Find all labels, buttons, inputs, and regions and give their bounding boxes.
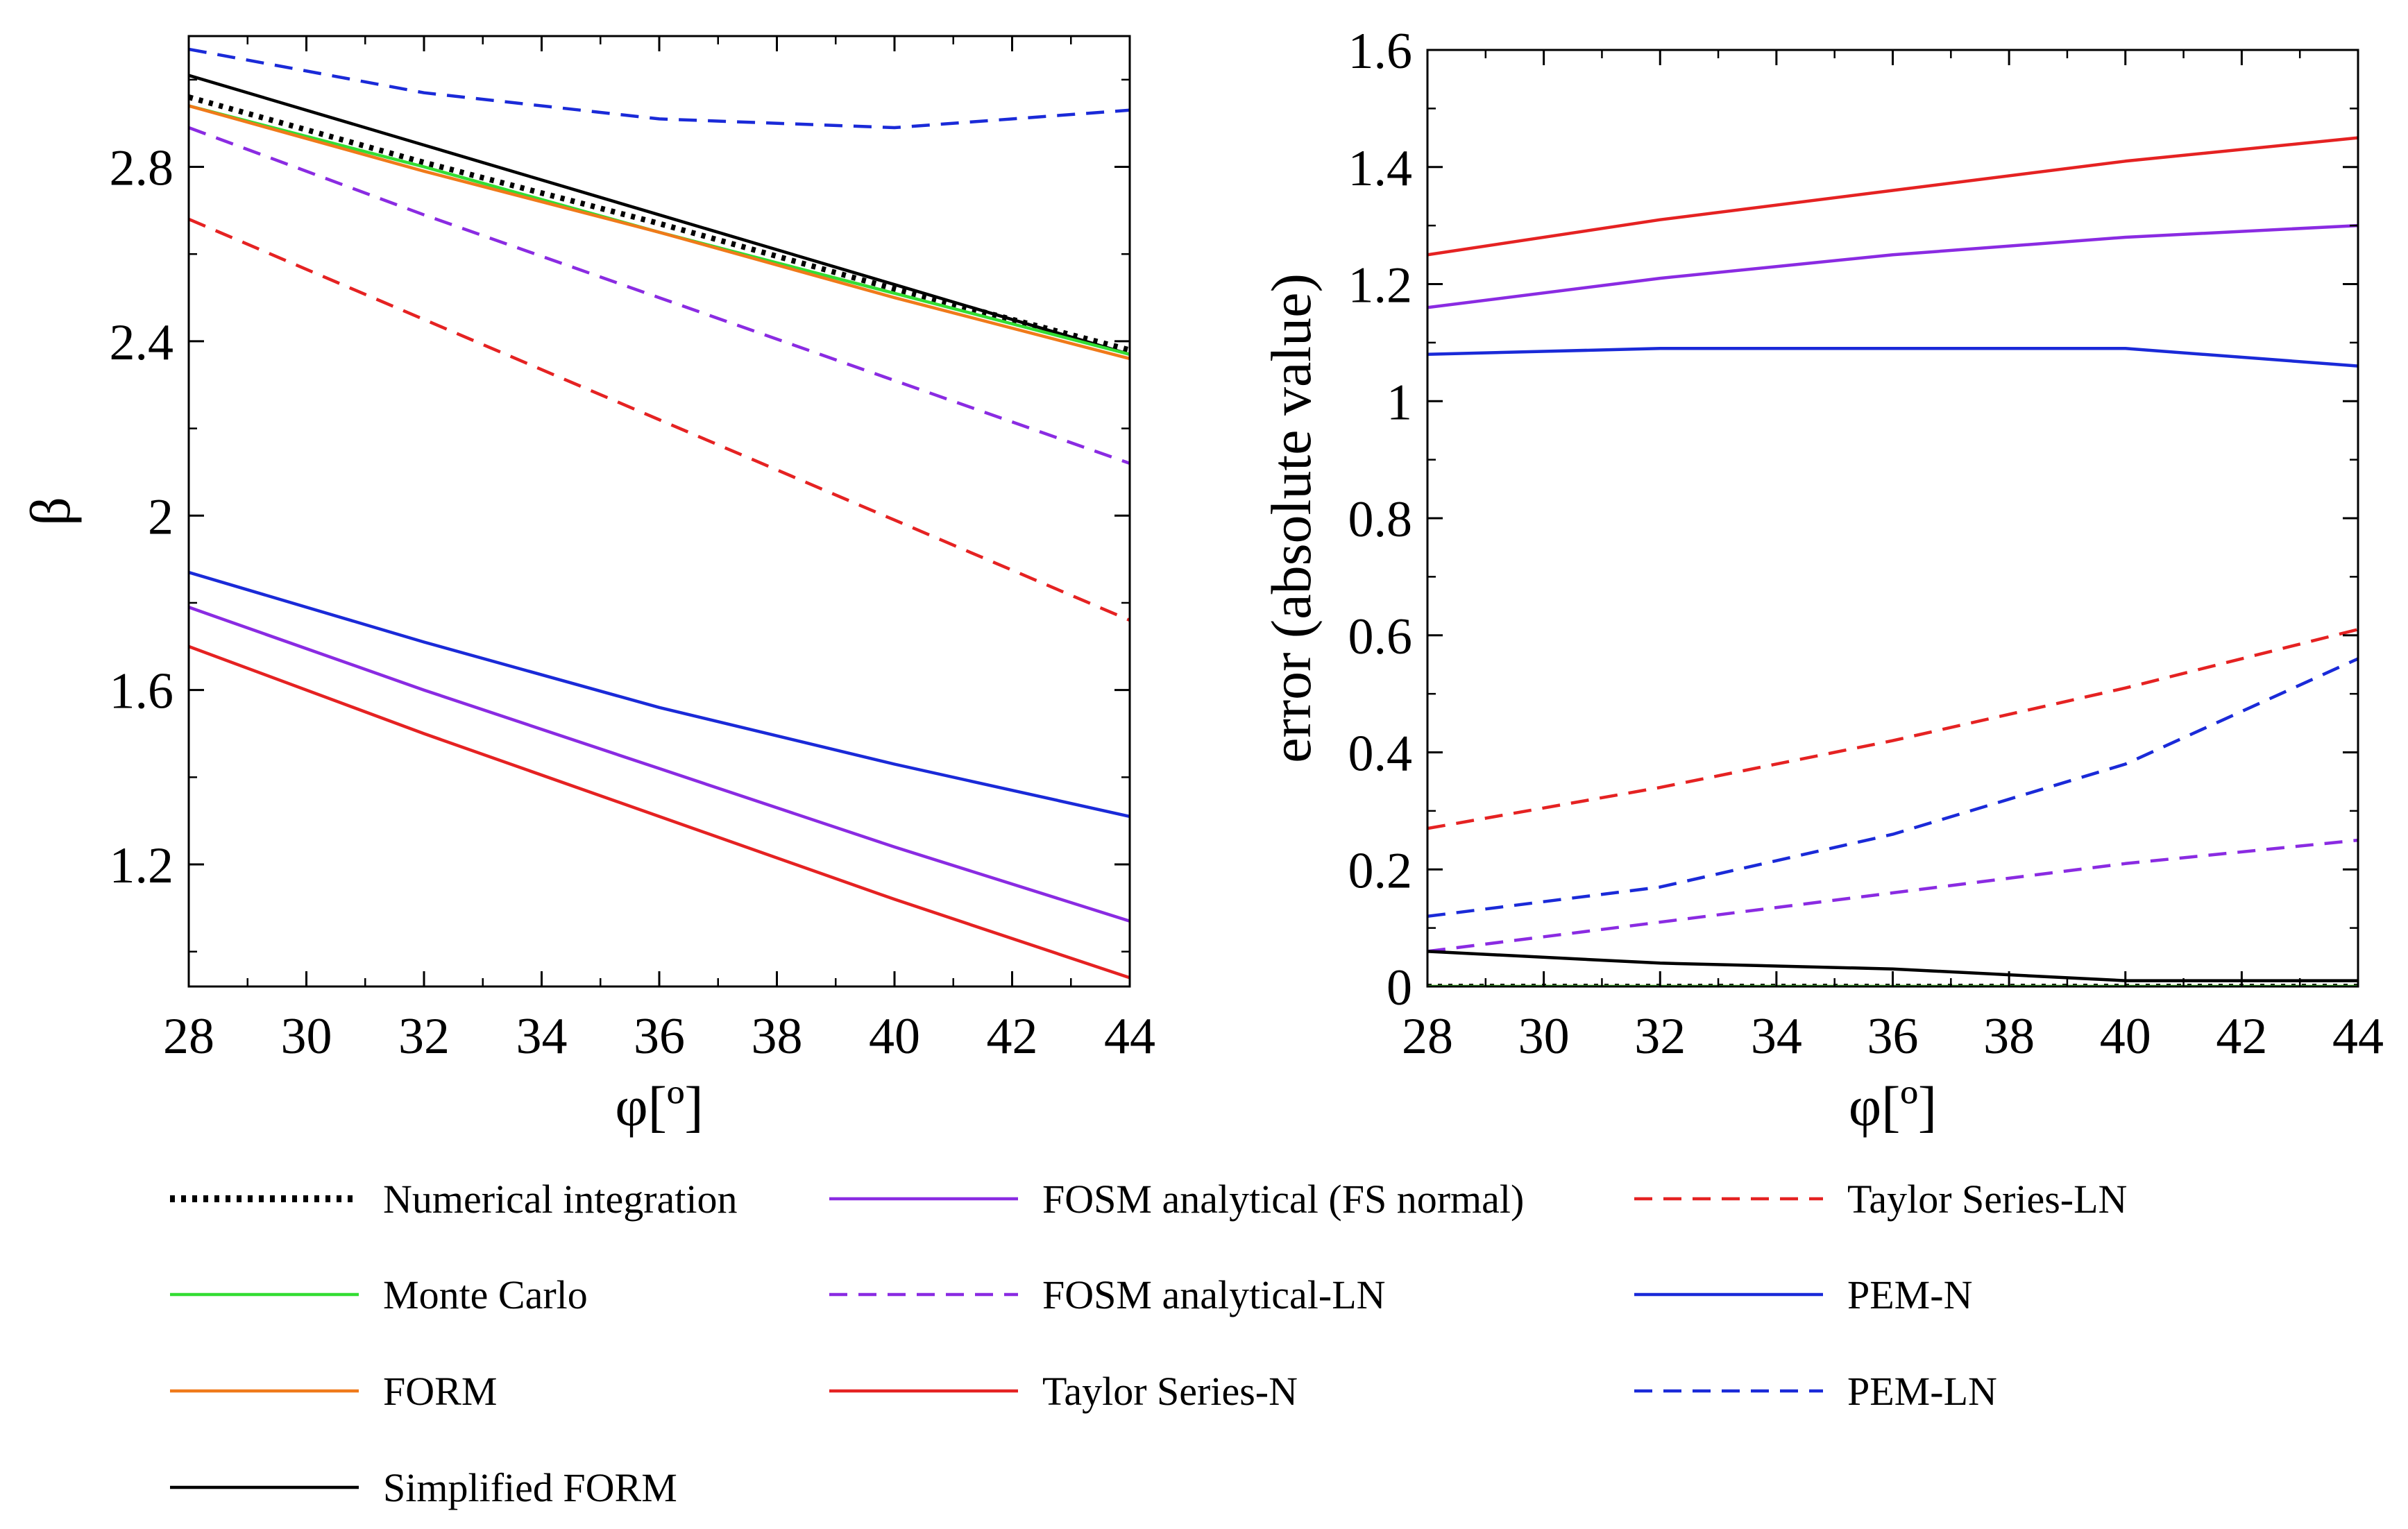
- left-x-axis-title: φ[º]: [615, 1075, 703, 1138]
- right-x-tick-label: 32: [1634, 1008, 1686, 1065]
- right-y-tick-label: 1.2: [1348, 257, 1413, 314]
- left-x-tick-label: 28: [163, 1008, 214, 1065]
- left-series-form: [189, 104, 1130, 361]
- left-y-tick-label: 1.2: [110, 837, 174, 894]
- left-x-tick-label: 44: [1104, 1008, 1155, 1065]
- left-y-tick-label: 2: [148, 488, 173, 545]
- left-series-taylor-ln: [189, 217, 1130, 622]
- left-x-tick-label: 42: [987, 1008, 1038, 1065]
- left-series-fosm-fs: [189, 606, 1130, 923]
- left-series-pem-n: [189, 570, 1130, 819]
- left-x-tick-label: 30: [281, 1008, 332, 1065]
- right-y-tick-label: 1.6: [1348, 23, 1413, 80]
- right-x-axis-title: φ[º]: [1849, 1075, 1937, 1138]
- right-series-taylor-n: [1427, 136, 2358, 257]
- right-y-tick-label: 1: [1387, 374, 1412, 431]
- right-x-tick-label: 34: [1751, 1008, 1802, 1065]
- left-x-tick-label: 36: [634, 1008, 685, 1065]
- right-y-tick-label: 0.4: [1348, 726, 1413, 783]
- right-x-tick-label: 44: [2332, 1008, 2384, 1065]
- right-y-tick-label: 0.6: [1348, 608, 1413, 665]
- left-x-tick-label: 32: [398, 1008, 450, 1065]
- left-series-taylor-n: [189, 644, 1130, 980]
- left-series-pem-ln: [189, 47, 1130, 130]
- right-series-pem-ln: [1427, 657, 2358, 919]
- legend-label-fosm-fs: FOSM analytical (FS normal): [1042, 1177, 1524, 1222]
- left-plot-beta: 28 30 32 34 36 38 40 42 44 1.2 1.6 2 2.4 2.8 φ[º] β: [19, 35, 1155, 1138]
- legend: Numerical integration FOSM analytical (FS…: [170, 1177, 2127, 1510]
- left-series-num-int: [189, 94, 1130, 353]
- right-x-tick-label: 42: [2216, 1008, 2267, 1065]
- legend-label-fosm-ln: FOSM analytical-LN: [1042, 1272, 1386, 1317]
- left-y-axis-title: β: [19, 497, 82, 526]
- legend-label-taylor-n: Taylor Series-N: [1042, 1369, 1298, 1414]
- right-y-tick-label: 1.4: [1348, 140, 1413, 197]
- legend-label-form: FORM: [383, 1369, 497, 1414]
- right-x-tick-label: 36: [1867, 1008, 1919, 1065]
- right-plot-error: 28 30 32 34 36 38 40 42 44 0 0.2 0.4 0.6 0.8 1 1.2 1.4 1.…: [1260, 23, 2384, 1138]
- right-x-tick-label: 28: [1402, 1008, 1453, 1065]
- legend-label-num-int: Numerical integration: [383, 1177, 738, 1222]
- right-series-pem-n: [1427, 347, 2358, 368]
- left-y-tick-label: 2.4: [110, 314, 174, 371]
- left-y-tick-label: 1.6: [110, 663, 174, 720]
- right-y-tick-label: 0.8: [1348, 491, 1413, 548]
- right-x-tick-label: 38: [1983, 1008, 2035, 1065]
- right-series-fosm-fs: [1427, 223, 2358, 309]
- legend-label-pem-n: PEM-N: [1847, 1272, 1972, 1317]
- right-series-taylor-ln: [1427, 628, 2358, 830]
- left-series-fosm-ln: [189, 126, 1130, 465]
- right-y-tick-label: 0: [1387, 959, 1412, 1016]
- legend-label-simp-form: Simplified FORM: [383, 1465, 677, 1510]
- right-series-fosm-ln: [1427, 838, 2358, 953]
- right-y-axis-title: error (absolute value): [1260, 273, 1323, 763]
- left-x-tick-label: 38: [752, 1008, 803, 1065]
- legend-label-pem-ln: PEM-LN: [1847, 1369, 1997, 1414]
- right-y-tick-label: 0.2: [1348, 842, 1413, 899]
- right-x-tick-label: 30: [1518, 1008, 1570, 1065]
- right-x-tick-label: 40: [2100, 1008, 2151, 1065]
- left-x-tick-label: 34: [516, 1008, 568, 1065]
- left-y-tick-label: 2.8: [110, 140, 174, 197]
- legend-label-taylor-ln: Taylor Series-LN: [1847, 1177, 2127, 1222]
- left-x-tick-label: 40: [869, 1008, 920, 1065]
- right-series-simp-form: [1427, 950, 2358, 982]
- legend-label-monte-carlo: Monte Carlo: [383, 1272, 588, 1317]
- left-series-simp-form: [189, 74, 1130, 356]
- left-series-monte-carlo: [189, 104, 1130, 356]
